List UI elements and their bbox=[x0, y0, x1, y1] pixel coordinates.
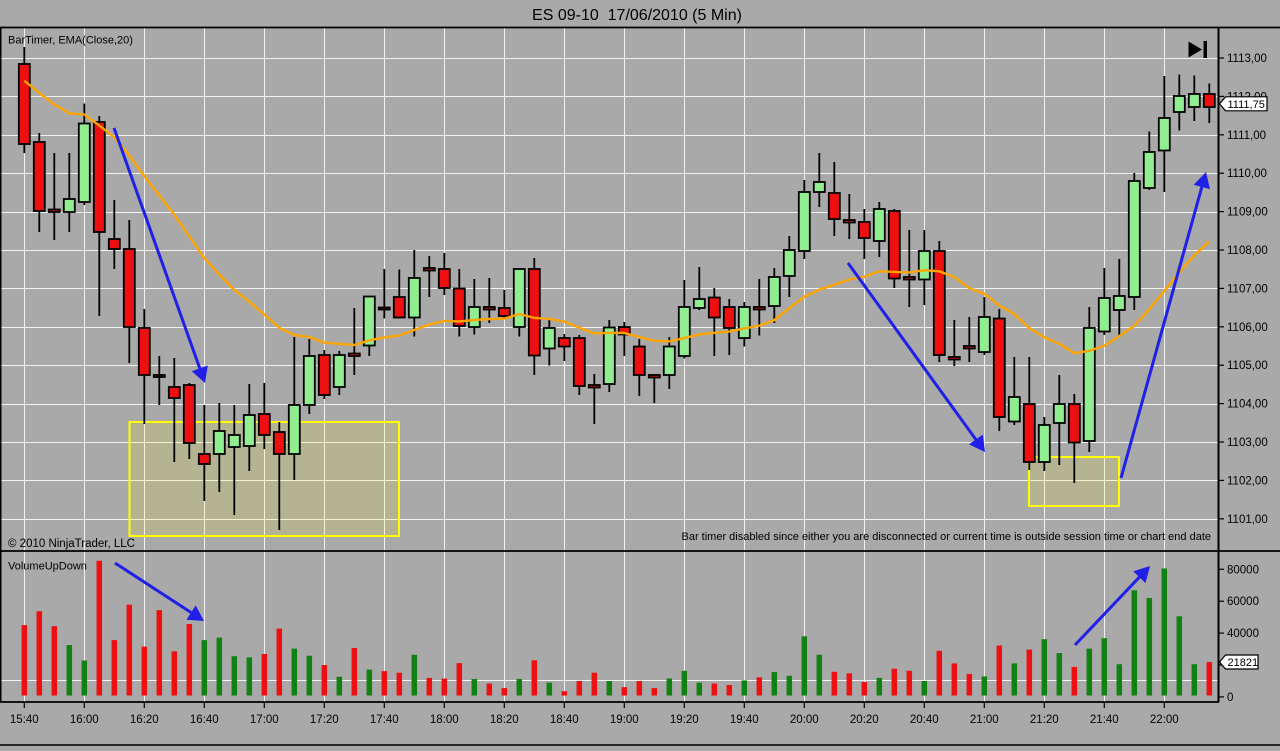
svg-text:21:40: 21:40 bbox=[1090, 714, 1119, 726]
svg-text:19:20: 19:20 bbox=[670, 714, 699, 726]
svg-text:80000: 80000 bbox=[1227, 564, 1259, 576]
svg-text:1110,00: 1110,00 bbox=[1227, 168, 1267, 180]
svg-text:BarTimer, EMA(Close,20): BarTimer, EMA(Close,20) bbox=[8, 35, 133, 47]
svg-text:1102,00: 1102,00 bbox=[1227, 475, 1268, 487]
svg-text:1108,00: 1108,00 bbox=[1227, 245, 1268, 257]
svg-text:20:00: 20:00 bbox=[790, 714, 819, 726]
svg-text:21:00: 21:00 bbox=[970, 714, 999, 726]
svg-text:21:20: 21:20 bbox=[1030, 714, 1059, 726]
svg-text:1113,00: 1113,00 bbox=[1227, 53, 1267, 65]
svg-text:0: 0 bbox=[1227, 692, 1233, 704]
svg-text:20:20: 20:20 bbox=[850, 714, 879, 726]
svg-text:1111,00: 1111,00 bbox=[1227, 130, 1266, 142]
svg-text:60000: 60000 bbox=[1227, 596, 1259, 608]
svg-text:18:00: 18:00 bbox=[430, 714, 459, 726]
svg-text:1107,00: 1107,00 bbox=[1227, 283, 1268, 295]
svg-text:1109,00: 1109,00 bbox=[1227, 207, 1268, 219]
svg-text:1104,00: 1104,00 bbox=[1227, 399, 1268, 411]
svg-text:16:40: 16:40 bbox=[190, 714, 219, 726]
svg-text:VolumeUpDown: VolumeUpDown bbox=[8, 561, 87, 573]
svg-text:Bar timer disabled since eithe: Bar timer disabled since either you are … bbox=[682, 531, 1212, 543]
svg-text:1101,00: 1101,00 bbox=[1227, 514, 1268, 526]
svg-text:19:00: 19:00 bbox=[610, 714, 639, 726]
svg-text:© 2010 NinjaTrader, LLC: © 2010 NinjaTrader, LLC bbox=[8, 538, 135, 550]
svg-text:17:00: 17:00 bbox=[250, 714, 279, 726]
svg-text:1105,00: 1105,00 bbox=[1227, 360, 1268, 372]
svg-text:1103,00: 1103,00 bbox=[1227, 437, 1268, 449]
svg-text:40000: 40000 bbox=[1227, 628, 1259, 640]
svg-text:20:40: 20:40 bbox=[910, 714, 939, 726]
svg-text:15:40: 15:40 bbox=[10, 714, 39, 726]
svg-text:17:40: 17:40 bbox=[370, 714, 399, 726]
svg-text:19:40: 19:40 bbox=[730, 714, 759, 726]
svg-text:1106,00: 1106,00 bbox=[1227, 322, 1268, 334]
svg-text:16:00: 16:00 bbox=[70, 714, 99, 726]
svg-text:18:40: 18:40 bbox=[550, 714, 579, 726]
svg-text:16:20: 16:20 bbox=[130, 714, 159, 726]
svg-text:18:20: 18:20 bbox=[490, 714, 519, 726]
svg-text:21821: 21821 bbox=[1228, 657, 1259, 669]
svg-text:17:20: 17:20 bbox=[310, 714, 339, 726]
svg-text:22:00: 22:00 bbox=[1150, 714, 1179, 726]
svg-text:ES 09-10 17/06/2010 (5 Min): ES 09-10 17/06/2010 (5 Min) bbox=[532, 7, 742, 24]
svg-text:1111,75: 1111,75 bbox=[1228, 99, 1265, 111]
